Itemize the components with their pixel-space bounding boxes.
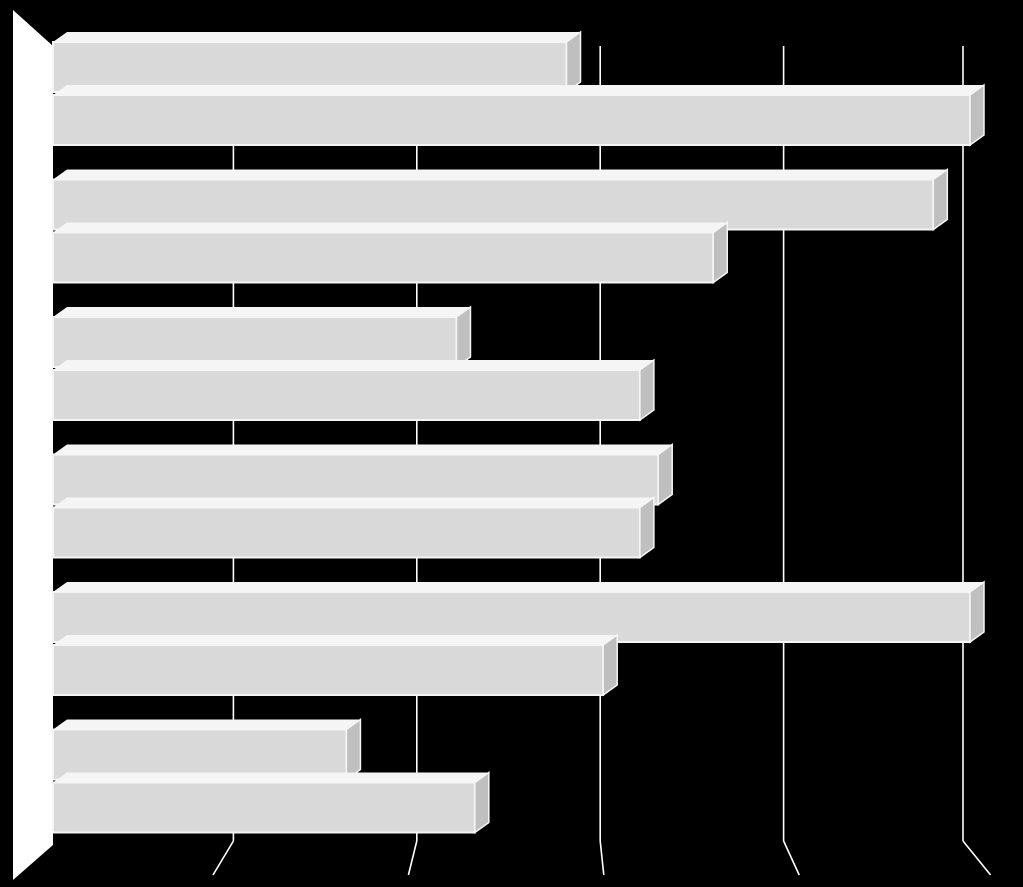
grid-floor-tick xyxy=(599,840,605,876)
bar-end-face xyxy=(474,771,490,834)
bar-top-face xyxy=(53,307,471,317)
bar xyxy=(52,506,641,559)
bar-end-face xyxy=(657,443,673,506)
grid-floor-tick xyxy=(212,840,235,876)
grid-floor-tick xyxy=(407,840,418,876)
bar-end-face xyxy=(969,580,985,644)
bar-end-face xyxy=(639,496,655,559)
bar-top-face xyxy=(53,360,654,370)
bar xyxy=(52,591,971,643)
bar-top-face xyxy=(53,444,673,455)
bar-top-face xyxy=(53,772,489,783)
bar xyxy=(52,644,605,696)
bar-end-face xyxy=(969,83,985,147)
bar-end-face xyxy=(712,221,728,284)
bar-top-face xyxy=(53,582,984,592)
grid-floor-tick xyxy=(962,840,992,876)
bar-end-face xyxy=(455,305,472,369)
bar-top-face xyxy=(53,85,984,95)
bar-end-face xyxy=(345,718,362,781)
bar xyxy=(52,231,715,284)
bar-top-face xyxy=(53,32,581,42)
bar-end-face xyxy=(639,358,655,422)
bar-end-face xyxy=(565,30,582,94)
bar xyxy=(52,369,641,421)
bar-top-face xyxy=(53,635,618,645)
bar-end-face xyxy=(602,633,618,697)
bar-top-face xyxy=(53,497,654,508)
chart-left-wall xyxy=(13,10,53,880)
bar xyxy=(52,728,348,781)
bar xyxy=(52,316,458,368)
bar-top-face xyxy=(53,222,728,233)
bar-end-face xyxy=(932,168,949,231)
bar xyxy=(52,41,568,93)
bar xyxy=(52,453,660,506)
bar xyxy=(52,178,935,231)
grid-floor-tick xyxy=(782,840,800,876)
bar-top-face xyxy=(53,169,948,180)
bar-top-face xyxy=(53,719,361,730)
bar xyxy=(52,781,476,834)
bar xyxy=(52,94,971,146)
